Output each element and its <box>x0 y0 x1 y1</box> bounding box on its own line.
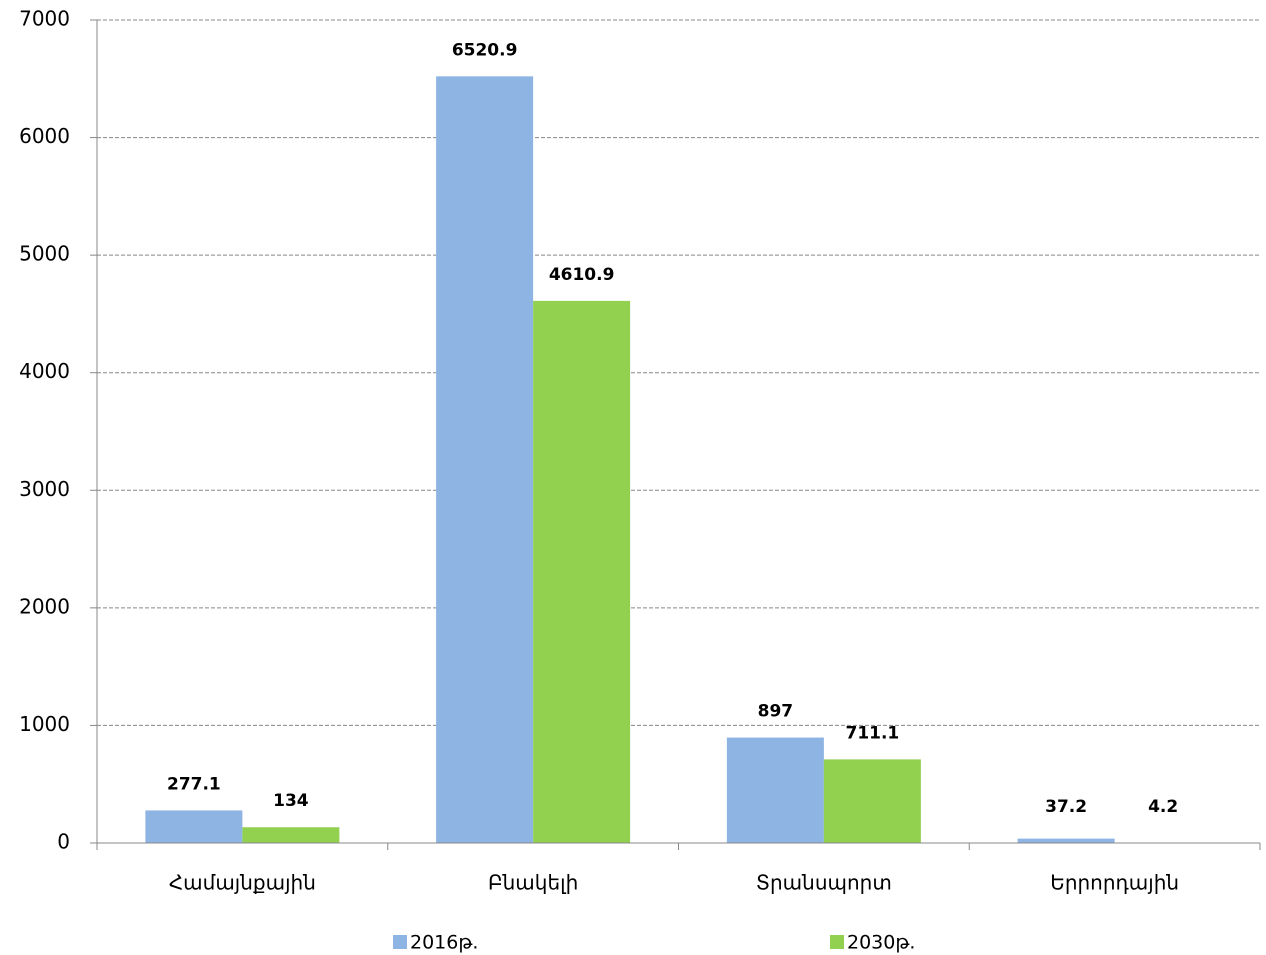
data-label: 37.2 <box>1045 797 1087 817</box>
data-label: 4.2 <box>1148 797 1178 817</box>
data-label: 134 <box>273 791 309 811</box>
y-tick-label: 6000 <box>19 124 70 148</box>
x-tick-label: Բնակելի <box>488 871 578 895</box>
data-label: 4610.9 <box>549 265 615 285</box>
y-tick-label: 3000 <box>19 477 70 501</box>
data-label: 711.1 <box>845 723 899 743</box>
y-tick-label: 7000 <box>19 7 70 31</box>
legend-label: 2030թ. <box>847 932 915 954</box>
y-tick-label: 5000 <box>19 242 70 266</box>
x-tick-label: Համայնքային <box>169 871 316 895</box>
bar <box>823 759 921 843</box>
bar <box>436 76 534 843</box>
y-tick-label: 2000 <box>19 594 70 618</box>
legend-label: 2016թ. <box>410 932 478 954</box>
bar <box>726 737 824 843</box>
legend-swatch <box>393 935 407 949</box>
bar <box>145 810 243 843</box>
y-tick-label: 0 <box>57 830 70 854</box>
data-label: 6520.9 <box>452 40 518 60</box>
y-tick-label: 1000 <box>19 712 70 736</box>
bar <box>533 300 631 843</box>
x-tick-label: Տրանսպորտ <box>756 871 892 895</box>
data-label: 277.1 <box>167 774 221 794</box>
x-tick-label: Երրորդային <box>1050 871 1179 895</box>
data-label: 897 <box>758 702 794 722</box>
bar <box>1017 838 1115 843</box>
legend-swatch <box>830 935 844 949</box>
bar <box>242 827 340 843</box>
y-tick-label: 4000 <box>19 359 70 383</box>
